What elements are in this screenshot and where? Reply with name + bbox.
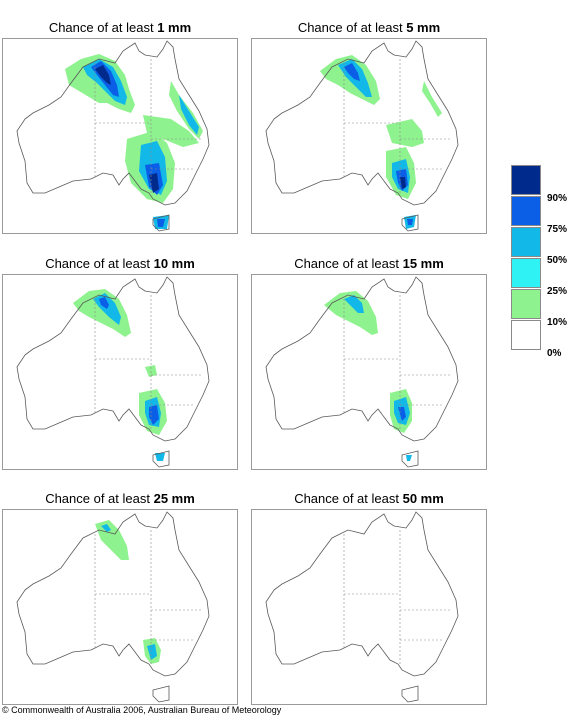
panel-title: Chance of at least 15 mm [294,256,444,271]
legend-label-75: 75% [547,224,568,235]
legend-label-25: 25% [547,286,568,297]
legend-label-50: 50% [547,255,568,266]
panel-title: Chance of at least 50 mm [294,491,444,506]
legend-swatch-0-10 [511,320,541,350]
legend-label-90: 90% [547,193,568,204]
panel-title: Chance of at least 10 mm [45,256,195,271]
map-frame [251,274,487,470]
australia-map [265,40,459,232]
legend-swatch-90-100 [511,165,541,195]
legend-swatch-50-75 [511,227,541,257]
panel-title: Chance of at least 1 mm [48,20,192,35]
map-frame [2,38,238,234]
legend-label-10: 10% [547,317,568,328]
australia-map [16,276,210,468]
map-frame [251,509,487,705]
australia-map [265,511,459,703]
australia-map [16,40,210,232]
copyright-notice: © Commonwealth of Australia 2006, Austra… [2,705,282,715]
legend-swatch-25-50 [511,258,541,288]
legend-swatch-75-90 [511,196,541,226]
map-frame [2,509,238,705]
map-frame [2,274,238,470]
australia-map [265,276,459,468]
panel-title: Chance of at least 5 mm [297,20,441,35]
panel-title: Chance of at least 25 mm [45,491,195,506]
legend-label-0: 0% [547,348,562,359]
australia-map [16,511,210,703]
map-frame [251,38,487,234]
legend-swatch-10-25 [511,289,541,319]
